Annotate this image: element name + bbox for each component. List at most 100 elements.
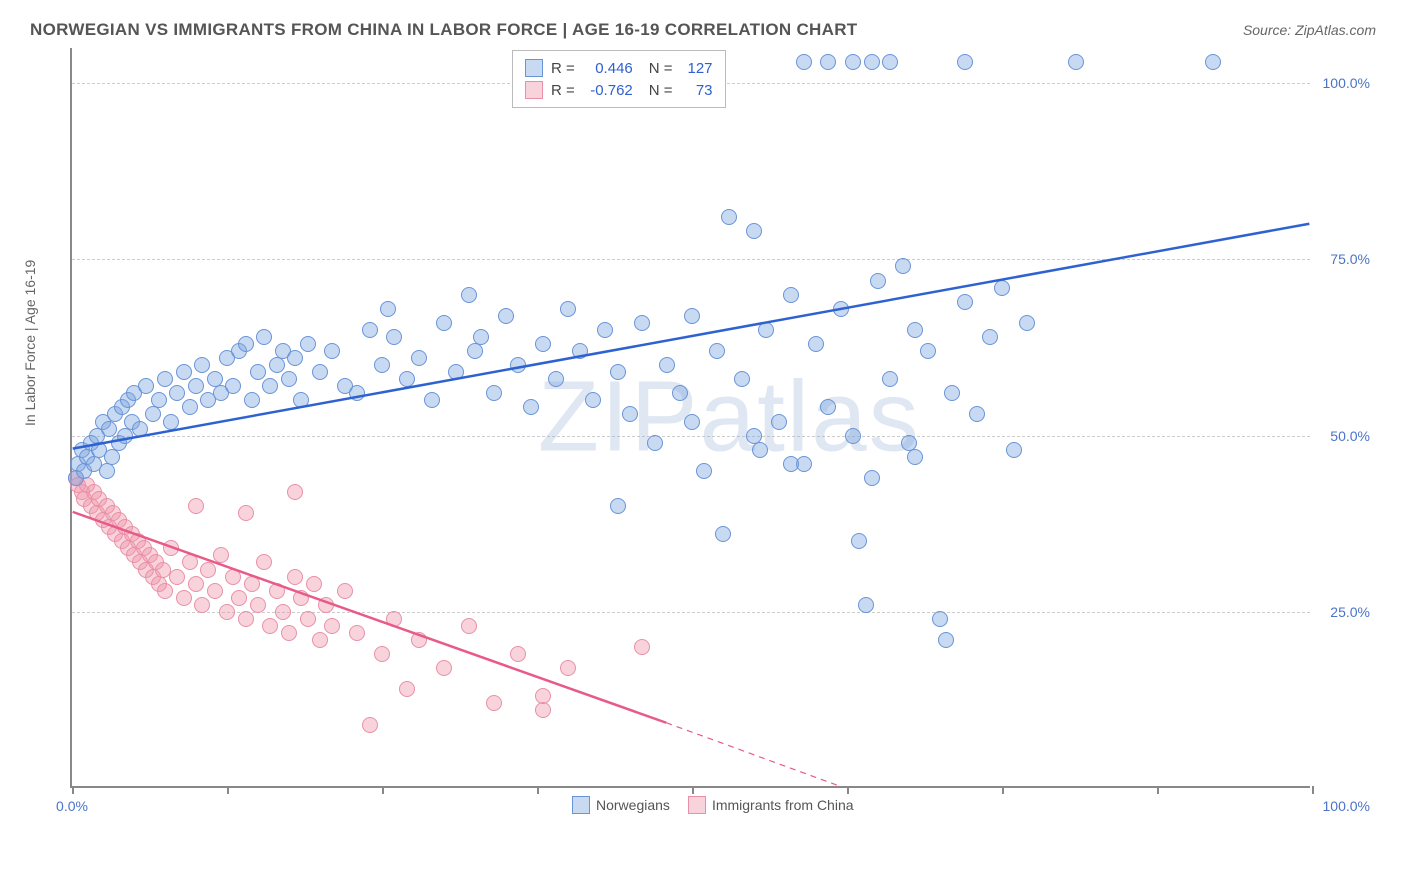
data-point-pink	[163, 540, 179, 556]
data-point-blue	[560, 301, 576, 317]
data-point-blue	[758, 322, 774, 338]
data-point-pink	[194, 597, 210, 613]
data-point-blue	[833, 301, 849, 317]
data-point-blue	[944, 385, 960, 401]
data-point-blue	[269, 357, 285, 373]
data-point-pink	[411, 632, 427, 648]
data-point-blue	[448, 364, 464, 380]
data-point-blue	[132, 421, 148, 437]
data-point-pink	[200, 562, 216, 578]
data-point-blue	[163, 414, 179, 430]
xtick-label: 0.0%	[56, 798, 88, 814]
legend-label-blue: Norwegians	[596, 797, 670, 813]
data-point-blue	[287, 350, 303, 366]
data-point-blue	[647, 435, 663, 451]
data-point-blue	[436, 315, 452, 331]
data-point-blue	[597, 322, 613, 338]
data-point-blue	[194, 357, 210, 373]
data-point-blue	[535, 336, 551, 352]
legend-n-blue: 127	[681, 60, 713, 77]
data-point-blue	[715, 526, 731, 542]
data-point-blue	[300, 336, 316, 352]
data-point-pink	[238, 611, 254, 627]
data-point-blue	[486, 385, 502, 401]
data-point-blue	[424, 392, 440, 408]
data-point-blue	[256, 329, 272, 345]
data-point-blue	[752, 442, 768, 458]
data-point-blue	[312, 364, 328, 380]
data-point-blue	[281, 371, 297, 387]
legend-label-pink: Immigrants from China	[712, 797, 854, 813]
data-point-blue	[548, 371, 564, 387]
data-point-pink	[560, 660, 576, 676]
data-point-blue	[399, 371, 415, 387]
data-point-pink	[207, 583, 223, 599]
data-point-blue	[610, 364, 626, 380]
data-point-pink	[219, 604, 235, 620]
xtick	[1002, 786, 1004, 794]
data-point-blue	[696, 463, 712, 479]
data-point-pink	[349, 625, 365, 641]
data-point-blue	[994, 280, 1010, 296]
data-point-blue	[820, 54, 836, 70]
data-point-blue	[659, 357, 675, 373]
data-point-blue	[411, 350, 427, 366]
data-point-blue	[907, 449, 923, 465]
xtick	[1312, 786, 1314, 794]
data-point-blue	[709, 343, 725, 359]
data-point-pink	[169, 569, 185, 585]
data-point-blue	[845, 428, 861, 444]
data-point-pink	[262, 618, 278, 634]
data-point-blue	[349, 385, 365, 401]
legend-n-label: N =	[649, 60, 673, 77]
data-point-pink	[244, 576, 260, 592]
data-point-pink	[436, 660, 452, 676]
data-point-pink	[188, 576, 204, 592]
gridline-h	[72, 259, 1310, 260]
data-point-pink	[535, 688, 551, 704]
data-point-blue	[882, 54, 898, 70]
data-point-blue	[783, 287, 799, 303]
data-point-pink	[225, 569, 241, 585]
data-point-blue	[374, 357, 390, 373]
data-point-blue	[932, 611, 948, 627]
ytick-label: 100.0%	[1323, 75, 1370, 91]
legend-swatch-pink	[525, 81, 543, 99]
gridline-h	[72, 436, 1310, 437]
data-point-blue	[151, 392, 167, 408]
data-point-pink	[231, 590, 247, 606]
source-attribution: Source: ZipAtlas.com	[1243, 22, 1376, 38]
data-point-blue	[101, 421, 117, 437]
data-point-blue	[523, 399, 539, 415]
data-point-pink	[157, 583, 173, 599]
data-point-blue	[882, 371, 898, 387]
data-point-blue	[845, 54, 861, 70]
data-point-pink	[324, 618, 340, 634]
data-point-blue	[820, 399, 836, 415]
data-point-blue	[467, 343, 483, 359]
xtick	[537, 786, 539, 794]
legend-swatch-blue	[572, 796, 590, 814]
data-point-blue	[746, 223, 762, 239]
data-point-blue	[895, 258, 911, 274]
data-point-blue	[386, 329, 402, 345]
plot-area: ZIPatlas R = 0.446 N = 127 R = -0.762 N …	[70, 48, 1310, 788]
data-point-pink	[269, 583, 285, 599]
data-point-blue	[864, 470, 880, 486]
data-point-pink	[306, 576, 322, 592]
legend-r-pink: -0.762	[583, 82, 633, 99]
data-point-blue	[362, 322, 378, 338]
data-point-pink	[386, 611, 402, 627]
ytick-label: 75.0%	[1330, 251, 1370, 267]
legend-swatch-pink	[688, 796, 706, 814]
legend-r-label: R =	[551, 82, 575, 99]
data-point-blue	[1068, 54, 1084, 70]
data-point-pink	[312, 632, 328, 648]
data-point-pink	[300, 611, 316, 627]
data-point-pink	[256, 554, 272, 570]
xtick	[1157, 786, 1159, 794]
data-point-blue	[1205, 54, 1221, 70]
series-legend: Norwegians Immigrants from China	[572, 796, 854, 814]
data-point-blue	[1019, 315, 1035, 331]
data-point-blue	[610, 498, 626, 514]
